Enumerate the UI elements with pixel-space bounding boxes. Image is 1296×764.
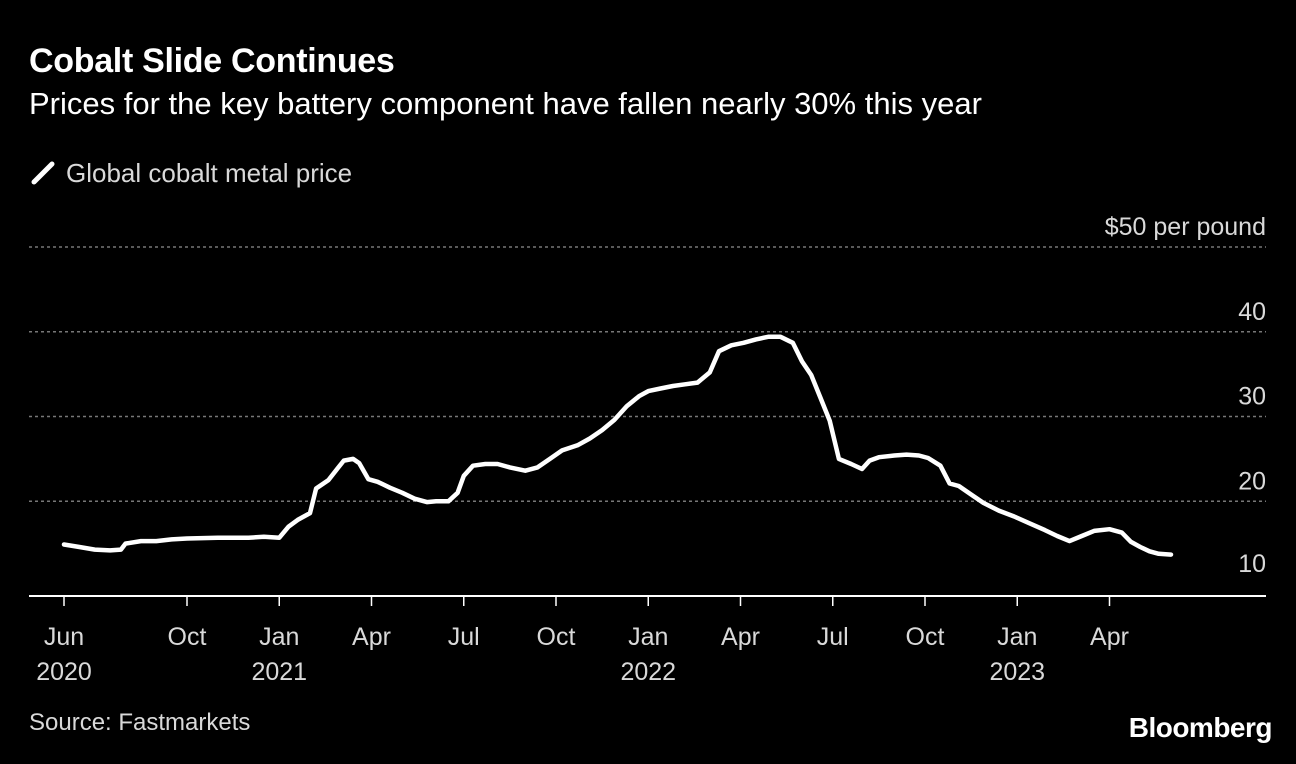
- source-note: Source: Fastmarkets: [29, 709, 251, 736]
- y-tick-label-50: $50 per pound: [1105, 213, 1266, 241]
- x-tick-year-2021: 2021: [251, 658, 307, 686]
- x-tick-label-7: Jan: [259, 623, 299, 651]
- x-tick-label-22: Apr: [721, 623, 760, 651]
- series-line-0: [61, 334, 1174, 557]
- x-tick-label-28: Oct: [906, 623, 945, 651]
- y-tick-label-40: 40: [1238, 298, 1266, 326]
- x-tick-label-31: Jan: [997, 623, 1037, 651]
- x-tick-label-0: Jun: [44, 623, 84, 651]
- y-tick-label-10: 10: [1238, 550, 1266, 578]
- y-tick-label-30: 30: [1238, 383, 1266, 411]
- x-tick-label-25: Jul: [817, 623, 849, 651]
- x-tick-year-2022: 2022: [620, 658, 676, 686]
- chart-subtitle: Prices for the key battery component hav…: [29, 86, 982, 121]
- y-tick-label-20: 20: [1238, 467, 1266, 495]
- legend-label: Global cobalt metal price: [66, 157, 353, 188]
- legend-line-icon: [31, 161, 55, 185]
- bloomberg-logo: Bloomberg: [1128, 712, 1273, 743]
- x-tick-year-2023: 2023: [989, 658, 1045, 686]
- x-tick-year-2020: 2020: [36, 658, 92, 686]
- x-tick-label-16: Oct: [537, 623, 576, 651]
- chart-title: Cobalt Slide Continues: [29, 42, 395, 80]
- x-tick-label-34: Apr: [1090, 623, 1129, 651]
- x-tick-label-13: Jul: [448, 623, 480, 651]
- x-tick-label-4: Oct: [168, 623, 207, 651]
- x-tick-label-19: Jan: [628, 623, 668, 651]
- legend: Global cobalt metal price: [30, 156, 352, 190]
- x-tick-label-10: Apr: [352, 623, 391, 651]
